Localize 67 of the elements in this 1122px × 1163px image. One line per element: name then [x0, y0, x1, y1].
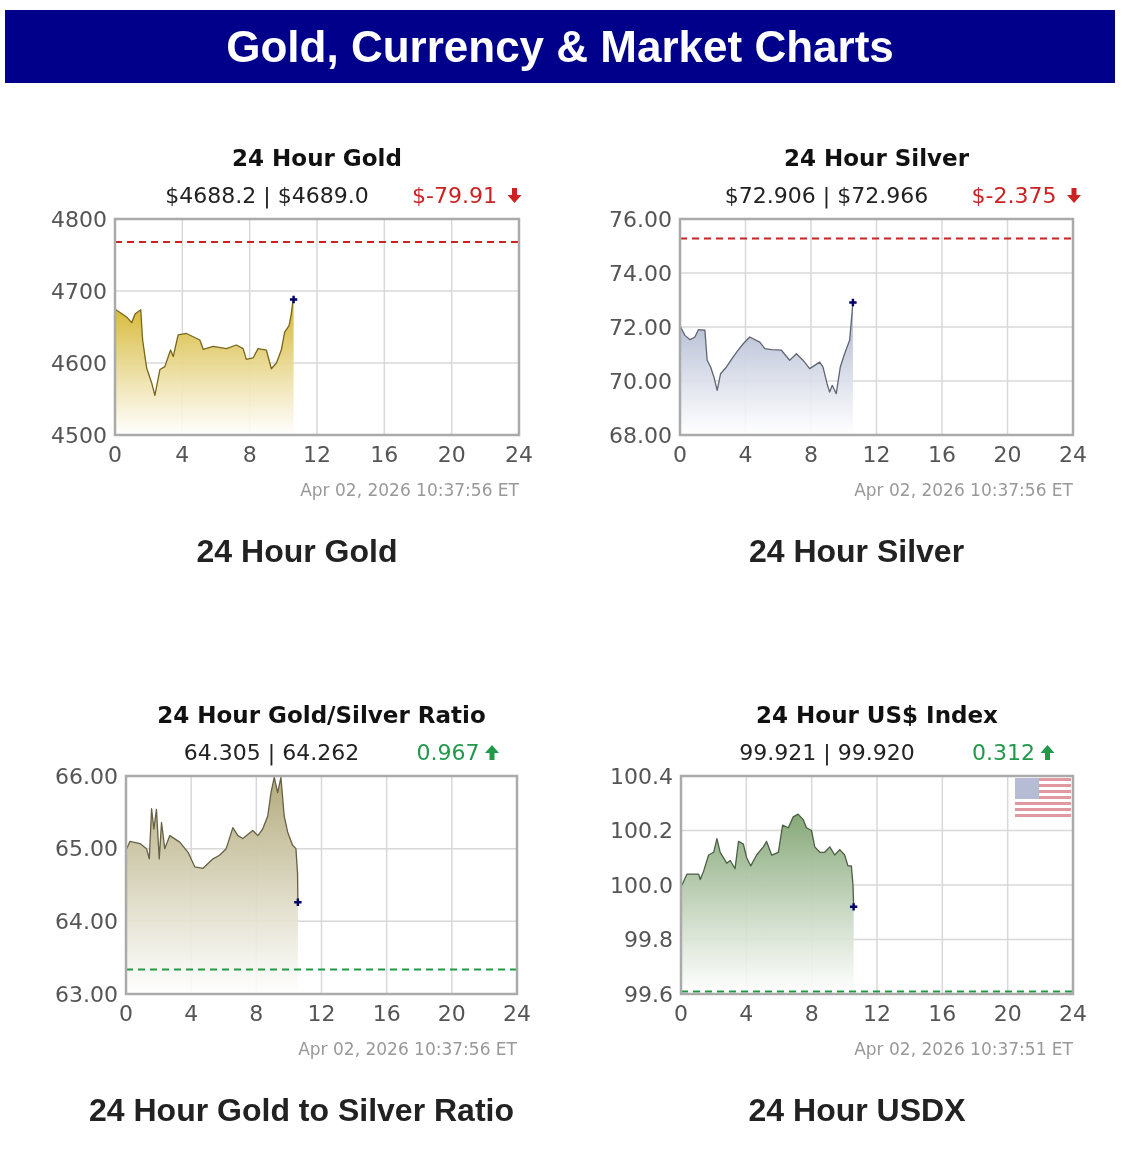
x-tick-label: 12 [863, 1001, 891, 1026]
x-tick-label: 24 [503, 1001, 531, 1026]
y-tick-label: 63.00 [55, 981, 118, 1007]
x-tick-label: 20 [993, 442, 1022, 467]
y-tick-label: 64.00 [55, 909, 118, 935]
chart-subtitle: 99.921 | 99.920 [739, 740, 915, 766]
text: 24 Hour Gold to Silver Ratio [89, 1092, 514, 1128]
x-tick-label: 4 [184, 1001, 199, 1026]
x-tick-label: 4 [738, 442, 753, 467]
x-tick-label: 8 [804, 1001, 819, 1026]
x-tick-label: 24 [1059, 1001, 1087, 1026]
y-tick-label: 4700 [51, 278, 107, 304]
chart-subtitle: $4688.2 | $4689.0 [165, 183, 369, 209]
y-tick-label: 65.00 [55, 836, 118, 862]
x-tick-label: 16 [928, 1001, 957, 1026]
y-tick-label: 4800 [51, 206, 107, 232]
x-tick-label: 12 [862, 442, 891, 467]
text: Gold, Currency & Market Charts [226, 22, 894, 71]
text: 24 Hour Gold [196, 533, 398, 569]
x-tick-label: 0 [673, 442, 687, 467]
x-tick-label: 20 [437, 1001, 466, 1026]
x-tick-label: 20 [437, 442, 466, 467]
chart-subtitle: 64.305 | 64.262 [183, 740, 360, 766]
x-tick-label: 24 [1059, 442, 1087, 467]
x-tick-label: 16 [928, 442, 956, 467]
y-tick-label: 99.8 [624, 927, 673, 953]
x-tick-label: 12 [307, 1001, 336, 1026]
chart-title: 24 Hour Gold/Silver Ratio [157, 702, 486, 728]
text: 24 Hour Silver [748, 533, 965, 569]
x-tick-label: 4 [739, 1001, 754, 1026]
x-tick-label: 0 [674, 1001, 688, 1026]
y-tick-label: 4600 [51, 350, 107, 376]
x-tick-label: 8 [242, 442, 257, 467]
y-tick-label: 72.00 [609, 314, 672, 340]
y-tick-label: 100.0 [610, 872, 673, 898]
x-tick-label: 20 [993, 1001, 1022, 1026]
chart-title: 24 Hour Silver [783, 145, 970, 171]
x-tick-label: 12 [303, 442, 331, 467]
y-tick-label: 66.00 [55, 763, 118, 789]
x-tick-label: 4 [175, 442, 190, 467]
y-tick-label: 68.00 [609, 422, 672, 448]
y-tick-label: 74.00 [609, 260, 672, 286]
y-tick-label: 76.00 [609, 206, 672, 232]
text: 0.967 [416, 740, 480, 765]
x-tick-label: 16 [372, 1001, 401, 1026]
text: Apr 02, 2026 10:37:56 ET [300, 480, 520, 500]
y-tick-label: 99.6 [624, 981, 673, 1007]
text: $-79.91 [412, 183, 497, 208]
x-tick-label: 0 [119, 1001, 133, 1026]
x-tick-label: 16 [370, 442, 399, 467]
y-tick-label: 70.00 [609, 368, 672, 394]
text: 24 Hour USDX [748, 1092, 967, 1128]
text: $-2.375 [971, 183, 1057, 208]
y-tick-label: 100.2 [610, 818, 673, 844]
text: Apr 02, 2026 10:37:56 ET [854, 480, 1074, 500]
x-tick-label: 8 [804, 442, 818, 467]
text: Apr 02, 2026 10:37:56 ET [298, 1039, 518, 1059]
chart-title: 24 Hour Gold [232, 145, 402, 171]
y-tick-label: 4500 [51, 422, 107, 448]
x-tick-label: 8 [249, 1001, 264, 1026]
x-tick-label: 0 [108, 442, 122, 467]
y-tick-label: 100.4 [610, 763, 673, 789]
text: 0.312 [972, 740, 1035, 765]
chart-subtitle: $72.906 | $72.966 [724, 183, 929, 209]
text: Apr 02, 2026 10:37:51 ET [854, 1039, 1074, 1059]
chart-title: 24 Hour US$ Index [756, 702, 999, 728]
x-tick-label: 24 [505, 442, 533, 467]
